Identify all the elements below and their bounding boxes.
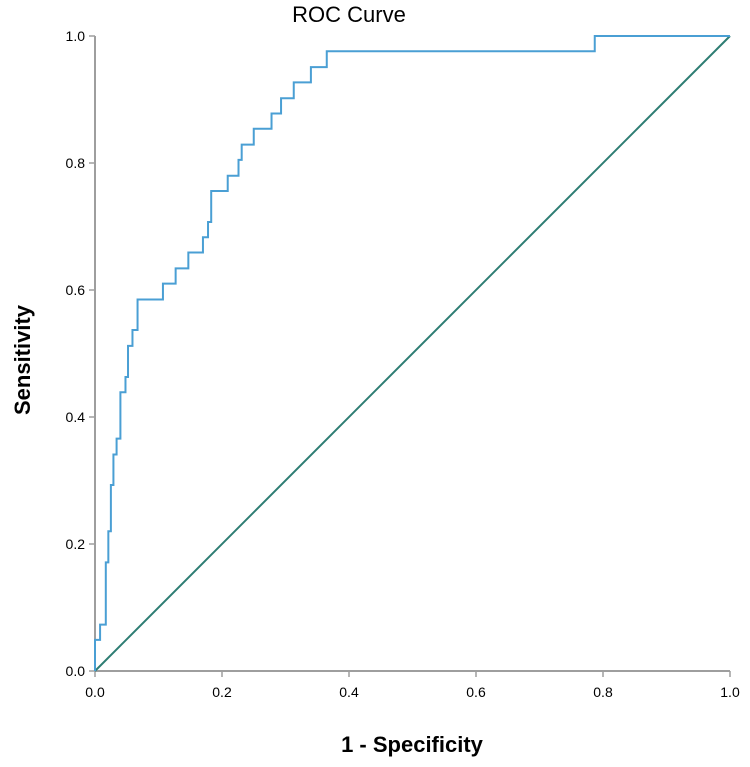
chart-title: ROC Curve [292,2,406,27]
x-tick-label: 0.4 [339,684,359,700]
y-tick-label: 0.8 [66,155,86,171]
y-tick-label: 0.6 [66,282,86,298]
x-tick-label: 0.2 [212,684,232,700]
x-tick-label: 0.8 [593,684,613,700]
x-axis-ticks: 0.0 0.2 0.4 0.6 0.8 1.0 [85,671,740,700]
x-tick-label: 1.0 [720,684,740,700]
y-tick-label: 0.4 [66,409,86,425]
x-tick-label: 0.0 [85,684,105,700]
y-tick-label: 0.0 [66,663,86,679]
y-tick-label: 1.0 [66,28,86,44]
plot-area: 0.0 0.2 0.4 0.6 0.8 1.0 0.0 0.2 0.4 0.6 0.8 1.0 [66,28,740,700]
x-tick-label: 0.6 [466,684,486,700]
x-axis-label: 1 - Specificity [341,732,484,757]
y-tick-label: 0.2 [66,536,86,552]
reference-line-series-line [94,35,731,672]
series-layer [94,35,731,672]
y-axis-ticks: 0.0 0.2 0.4 0.6 0.8 1.0 [66,28,95,679]
y-axis-label: Sensitivity [10,304,35,415]
roc-series-line [94,35,730,671]
